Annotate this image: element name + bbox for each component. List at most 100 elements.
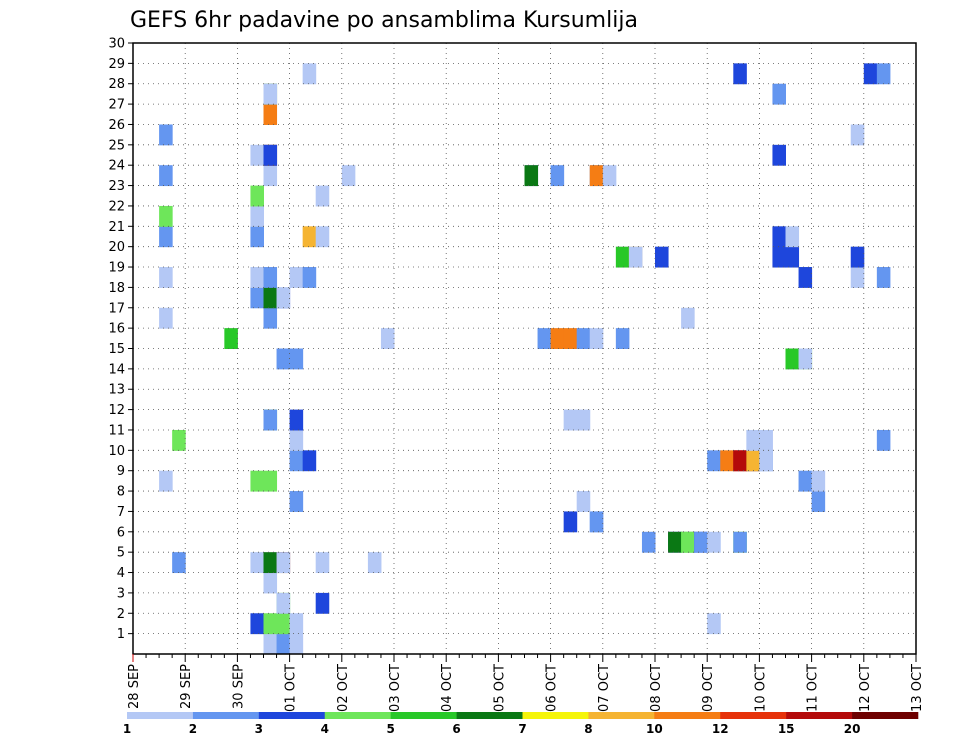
- x-tick-label: 05 OCT: [492, 664, 507, 712]
- heatmap-cell: [159, 226, 173, 248]
- x-tick-label: 08 OCT: [649, 664, 664, 712]
- heatmap-cell: [263, 307, 278, 329]
- x-tick-label: 30 SEP: [231, 664, 246, 709]
- heatmap-cell: [589, 165, 604, 187]
- heatmap-cell: [746, 450, 760, 472]
- x-tick-label: 13 OCT: [910, 664, 925, 712]
- y-tick-label: 4: [117, 566, 125, 581]
- legend-swatch: [852, 712, 919, 719]
- heatmap-cell: [668, 531, 682, 553]
- legend-swatch: [192, 712, 260, 719]
- heatmap-cell: [263, 633, 278, 655]
- legend-swatch: [127, 712, 194, 719]
- x-tick-label: 10 OCT: [753, 664, 768, 712]
- heatmap-cell: [681, 307, 695, 329]
- heatmap-cell: [302, 450, 317, 472]
- heatmap-cell: [250, 185, 264, 207]
- y-axis: 1234567891011121314151617181920212223242…: [108, 37, 133, 642]
- heatmap-cell: [563, 328, 578, 349]
- heatmap-cell: [276, 633, 291, 655]
- heatmap-cell: [289, 613, 304, 635]
- heatmap-cell: [263, 144, 278, 166]
- heatmap-cell: [263, 552, 278, 574]
- heatmap-cell: [798, 470, 813, 492]
- legend-swatch: [522, 712, 589, 719]
- heatmap-cell: [367, 552, 382, 574]
- y-tick-label: 14: [108, 362, 125, 377]
- heatmap-cell: [159, 205, 173, 227]
- legend-swatch: [324, 712, 391, 719]
- heatmap-cell: [850, 267, 865, 288]
- legend-label: 2: [189, 722, 197, 736]
- heatmap-cell: [811, 491, 826, 512]
- heatmap-cell: [550, 165, 565, 187]
- heatmap-cell: [159, 267, 173, 288]
- heatmap-cell: [589, 328, 604, 349]
- heatmap-cell: [563, 511, 578, 533]
- legend-label: 7: [518, 722, 526, 736]
- x-tick-label: 02 OCT: [336, 664, 351, 712]
- heatmap-cell: [850, 246, 865, 268]
- heatmap-cell: [720, 450, 734, 472]
- y-tick-label: 6: [117, 525, 125, 540]
- heatmap-cell: [302, 63, 317, 85]
- y-tick-label: 2: [117, 607, 125, 622]
- heatmap-cell: [276, 348, 291, 370]
- heatmap-cell: [759, 429, 773, 451]
- heatmap-cell: [798, 267, 813, 288]
- y-tick-label: 7: [117, 505, 125, 520]
- heatmap-cell: [550, 328, 565, 349]
- heatmap-cell: [289, 429, 304, 451]
- grid-lines: [133, 43, 916, 654]
- legend-label: 20: [844, 722, 861, 736]
- heatmap-cell: [250, 226, 264, 248]
- heatmap-cell: [263, 83, 278, 105]
- heatmap-cell: [876, 63, 891, 85]
- x-tick-label: 12 OCT: [858, 664, 873, 712]
- heatmap-cell: [289, 633, 304, 655]
- heatmap-cell: [380, 328, 395, 349]
- heatmap-cell: [746, 429, 760, 451]
- legend-swatch: [786, 712, 853, 719]
- heatmap-cell: [694, 531, 708, 553]
- heatmap-cell: [263, 165, 278, 187]
- heatmap-cell: [655, 246, 669, 268]
- heatmap-cell: [250, 552, 264, 574]
- y-tick-label: 10: [108, 444, 125, 459]
- heatmap-cell: [276, 287, 291, 309]
- heatmap-cell: [315, 552, 330, 574]
- heatmap-cell: [263, 470, 278, 492]
- heatmap-cell: [224, 328, 238, 349]
- heatmap-cell: [263, 613, 278, 635]
- heatmap-cell: [733, 63, 747, 85]
- legend-label: 10: [646, 722, 663, 736]
- heatmap-cell: [159, 124, 173, 146]
- legend-swatch: [390, 712, 457, 719]
- x-tick-label: 28 SEP: [127, 664, 142, 709]
- heatmap-cell: [172, 429, 186, 451]
- heatmap-cell: [263, 409, 278, 431]
- heatmap-cell: [276, 592, 291, 614]
- y-tick-label: 13: [108, 383, 125, 398]
- x-tick-label: 03 OCT: [388, 664, 403, 712]
- y-tick-label: 21: [108, 220, 125, 235]
- heatmap-cell: [615, 328, 630, 349]
- heatmap-cell: [263, 287, 278, 309]
- y-tick-label: 24: [108, 159, 125, 174]
- y-tick-label: 11: [108, 423, 125, 438]
- heatmap-cell: [263, 267, 278, 288]
- y-tick-label: 30: [108, 37, 125, 52]
- y-tick-label: 25: [108, 138, 125, 153]
- heatmap-cell: [250, 267, 264, 288]
- heatmap-cell: [172, 552, 186, 574]
- y-tick-label: 16: [108, 322, 125, 337]
- heatmap-cell: [772, 226, 786, 248]
- heatmap-cell: [576, 328, 591, 349]
- heatmap-cell: [276, 613, 291, 635]
- legend-label: 1: [123, 722, 131, 736]
- heatmap-cell: [159, 165, 173, 187]
- y-tick-label: 9: [117, 464, 125, 479]
- heatmap-cell: [302, 226, 317, 248]
- heatmap-cell: [785, 226, 800, 248]
